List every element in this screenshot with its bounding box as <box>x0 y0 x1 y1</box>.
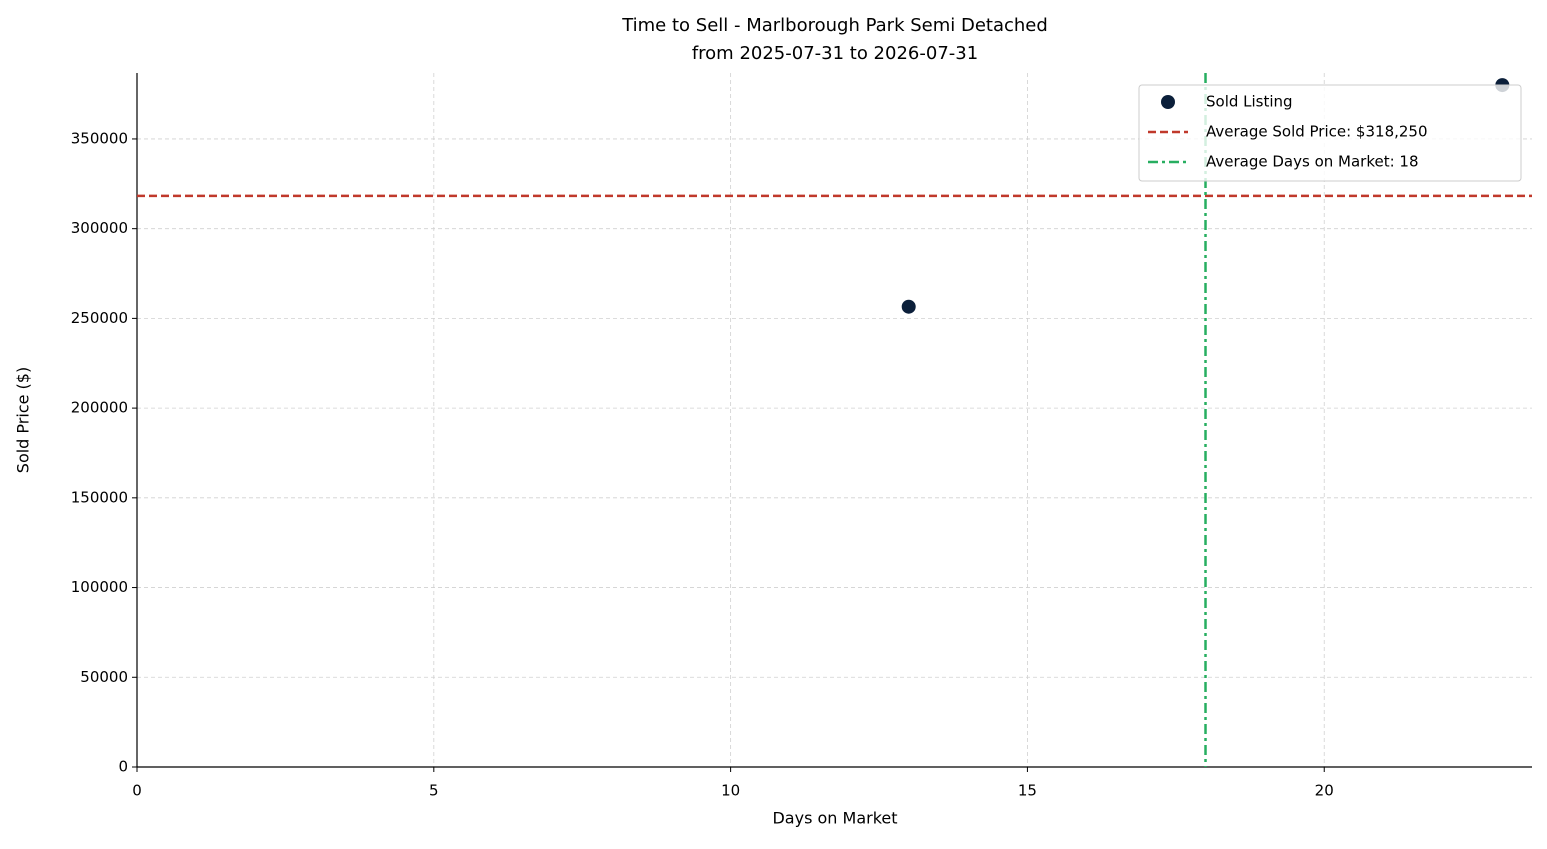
y-tick-label: 50000 <box>80 668 128 686</box>
legend-box <box>1138 84 1522 182</box>
x-tick-label: 0 <box>132 782 142 800</box>
y-tick-label: 150000 <box>71 488 128 506</box>
y-axis-label: Sold Price ($) <box>14 367 33 473</box>
x-tick-label: 15 <box>1018 782 1037 800</box>
y-tick-label: 350000 <box>71 129 128 147</box>
x-tick-label: 10 <box>721 782 740 800</box>
legend-label: Sold Listing <box>1206 93 1293 111</box>
legend-label: Average Days on Market: 18 <box>1206 153 1419 171</box>
legend-marker <box>1161 95 1175 109</box>
x-axis-label: Days on Market <box>772 809 897 828</box>
chart-title: Time to Sell - Marlborough Park Semi Det… <box>621 15 1048 36</box>
legend-label: Average Sold Price: $318,250 <box>1206 123 1428 141</box>
x-tick-label: 20 <box>1315 782 1334 800</box>
y-tick-label: 200000 <box>71 399 128 417</box>
y-tick-label: 100000 <box>71 578 128 596</box>
y-tick-label: 0 <box>118 758 128 776</box>
chart-subtitle: from 2025-07-31 to 2026-07-31 <box>692 43 978 64</box>
y-tick-label: 250000 <box>71 309 128 327</box>
point <box>901 299 916 314</box>
x-tick-label: 5 <box>429 782 439 800</box>
y-tick-label: 300000 <box>71 219 128 237</box>
